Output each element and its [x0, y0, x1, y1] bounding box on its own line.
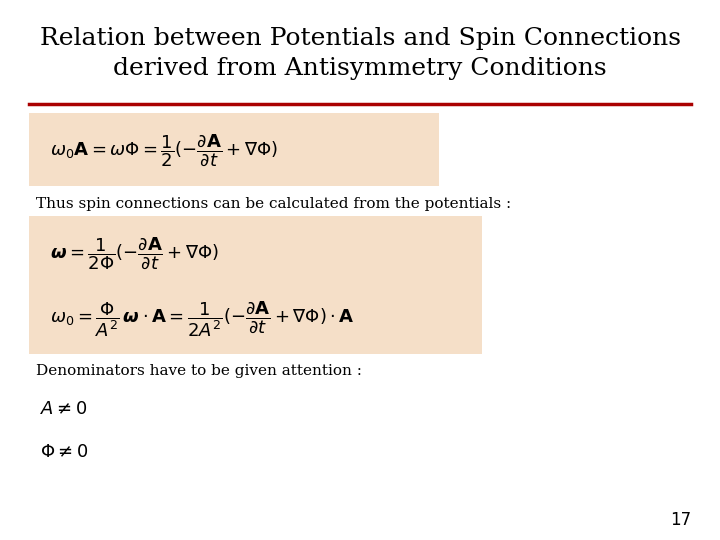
Text: $\Phi \neq 0$: $\Phi \neq 0$: [40, 443, 88, 461]
Text: Denominators have to be given attention :: Denominators have to be given attention …: [36, 364, 362, 379]
Text: Thus spin connections can be calculated from the potentials :: Thus spin connections can be calculated …: [36, 197, 511, 211]
Text: $\boldsymbol{\omega} = \dfrac{1}{2\Phi}(-\dfrac{\partial\mathbf{A}}{\partial t} : $\boldsymbol{\omega} = \dfrac{1}{2\Phi}(…: [50, 235, 220, 271]
Text: $\omega_0\mathbf{A} = \omega\Phi = \dfrac{1}{2}(-\dfrac{\partial\mathbf{A}}{\par: $\omega_0\mathbf{A} = \omega\Phi = \dfra…: [50, 132, 279, 168]
FancyBboxPatch shape: [29, 113, 439, 186]
FancyBboxPatch shape: [29, 216, 482, 354]
Text: $A \neq 0$: $A \neq 0$: [40, 400, 87, 417]
Text: Relation between Potentials and Spin Connections
derived from Antisymmetry Condi: Relation between Potentials and Spin Con…: [40, 27, 680, 80]
Text: $\omega_0 = \dfrac{\Phi}{A^2}\,\boldsymbol{\omega}\cdot\mathbf{A} = \dfrac{1}{2A: $\omega_0 = \dfrac{\Phi}{A^2}\,\boldsymb…: [50, 299, 355, 339]
Text: 17: 17: [670, 511, 691, 529]
